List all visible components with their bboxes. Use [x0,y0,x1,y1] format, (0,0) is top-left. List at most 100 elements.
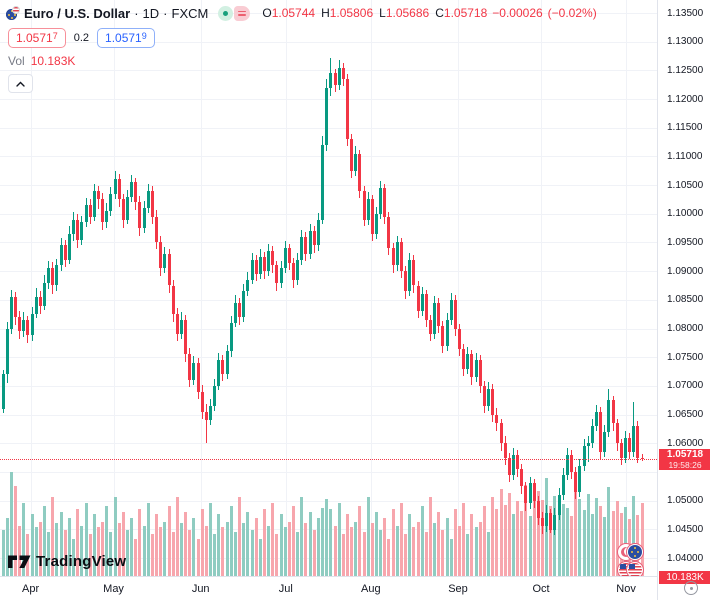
volume-bar [541,500,544,576]
candle-body [238,302,242,318]
volume-bar [67,518,71,576]
month-label: Oct [532,583,550,595]
candle-body [333,73,337,85]
volume-bar [312,530,316,576]
candle-body [611,400,615,424]
candle-body [503,443,507,458]
candle-body [283,248,287,269]
price-axis-label: 1.08500 [667,294,704,306]
month-label: Sep [448,583,468,595]
volume-bar [117,523,121,576]
candle-body [34,296,38,315]
volume-bar [84,503,88,576]
collapse-legend-button[interactable] [8,74,33,93]
candle-wick [641,454,643,462]
volume-bar [487,532,491,576]
volume-indicator-label[interactable]: Vol [8,54,25,68]
volume-bar [34,527,38,576]
candle-body [84,205,88,223]
candle-body [105,210,109,223]
candle-body [59,245,63,266]
candle-body [507,457,511,475]
candle-body [470,354,474,378]
candle-body [586,443,590,447]
volume-bar [38,522,42,576]
volume-bar [88,534,92,576]
volume-bar [225,522,229,576]
price-axis-label: 1.04000 [667,552,704,564]
h-gridline [0,329,657,330]
candle-body [428,319,432,335]
volume-bar [416,522,420,576]
candle-body [607,400,611,432]
price-axis-label: 1.06500 [667,409,704,421]
volume-bar [557,513,561,576]
v-gridline [114,0,115,576]
volume-bar [590,514,594,576]
price-axis-label: 1.05000 [667,495,704,507]
volume-bar [188,530,192,576]
candle-body [619,443,623,458]
us-economic-event-icon[interactable] [617,561,644,576]
price-axis[interactable]: 1.13500 1.13000 1.12500 1.12000 1.11500 1.110… [657,0,710,600]
volume-bar [379,530,383,576]
candle-body [262,256,266,272]
interval-label[interactable]: 1D [142,5,160,21]
volume-bar [96,527,100,576]
candle-body [254,259,258,274]
symbol-title[interactable]: Euro / U.S. Dollar [24,5,131,21]
month-label: May [103,583,124,595]
volume-bar [341,534,345,576]
volume-bar [607,487,611,576]
buy-ask-button[interactable]: 1.0571 9 [97,28,155,48]
candle-body [582,446,586,467]
candle-wick [587,435,589,463]
chevron-up-icon [16,81,25,87]
volume-bar [574,484,578,576]
candle-body [250,259,254,280]
volume-bar [121,512,125,576]
candle-body [292,262,295,280]
candle-body [26,319,30,336]
chart-plot[interactable]: Euro / U.S. Dollar · 1D · FXCM O1.05744 H… [0,0,657,576]
time-axis[interactable]: Apr May Jun Jul Aug Sep Oct Nov [0,576,657,600]
volume-bar [22,503,26,576]
tradingview-mark-icon [8,555,31,568]
volume-bar [366,497,370,576]
candle-body [229,322,233,352]
eu-economic-event-icon[interactable] [617,543,644,562]
volume-bar [175,497,179,576]
candle-body [267,251,271,272]
volume-bar [316,518,320,576]
candle-body [354,153,358,171]
volume-bar [624,507,627,576]
candle-body [51,268,55,286]
candle-body [341,67,345,79]
h-gridline [0,300,657,301]
candle-body [383,187,387,217]
candle-body [632,426,636,452]
tradingview-logo[interactable]: TradingView [8,553,126,570]
last-price-badge: 1.05718 19:58:26 [659,449,710,470]
candle-body [159,242,163,269]
h-gridline [0,415,657,416]
volume-bar [470,514,474,576]
candle-body [532,483,536,501]
volume-bar [516,501,520,576]
candle-body [109,193,113,211]
market-status-toggle[interactable] [218,5,251,21]
candle-body [549,513,553,531]
h-gridline [0,242,657,243]
month-label: Aug [361,583,381,595]
volume-bar [109,532,113,576]
sell-bid-button[interactable]: 1.0571 7 [8,28,66,48]
candle-body [366,199,370,220]
candle-body [516,454,520,470]
candle-body [163,253,167,269]
h-gridline [0,214,657,215]
axis-settings-icon[interactable] [684,581,698,595]
volume-bar [213,534,217,576]
volume-bar [329,509,333,576]
volume-bar [59,512,63,576]
volume-bar [171,532,175,576]
